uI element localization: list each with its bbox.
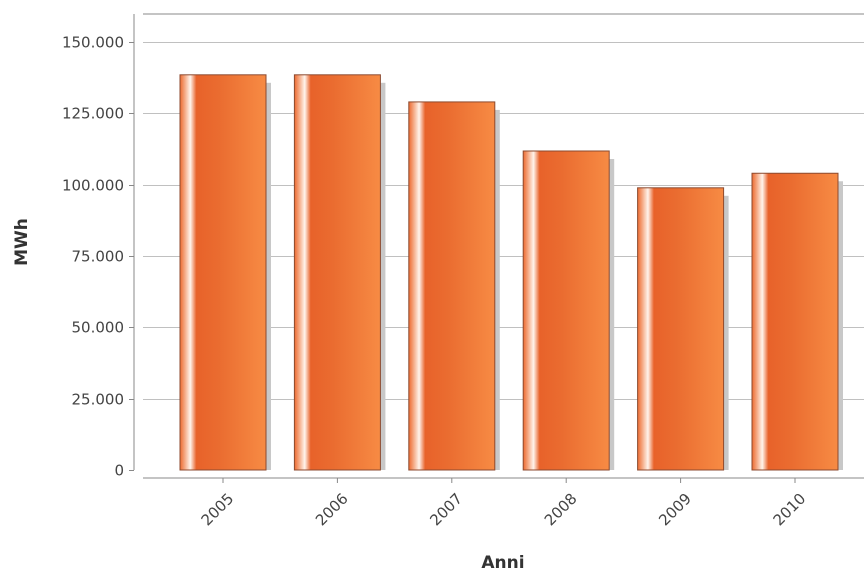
y-tick-label: 25.000 — [72, 391, 125, 409]
x-tick-label: 2005 — [198, 490, 238, 530]
x-tick-label: 2009 — [655, 490, 695, 530]
bar — [637, 187, 725, 471]
y-tick-label: 100.000 — [62, 177, 124, 195]
bars — [179, 74, 843, 471]
y-tick-label: 50.000 — [72, 319, 125, 337]
y-axis-ticks: 0 25.000 50.000 75.000 100.000 125.000 150.000 — [62, 34, 134, 480]
bar — [751, 172, 839, 471]
x-tick-label: 2010 — [770, 490, 810, 530]
bar — [408, 101, 496, 471]
x-tick-label: 2006 — [312, 490, 352, 530]
x-tick-label: 2007 — [426, 490, 466, 530]
y-tick-label: 150.000 — [62, 34, 124, 52]
bar — [179, 74, 267, 471]
y-axis-title: MWh — [12, 218, 32, 266]
x-axis-ticks: 2005 2006 2007 2008 2009 2010 — [198, 478, 810, 530]
bar — [522, 150, 610, 471]
y-tick-label: 125.000 — [62, 105, 124, 123]
bar — [293, 74, 381, 471]
x-tick-label: 2008 — [541, 490, 581, 530]
x-axis-title: Anni — [481, 553, 524, 573]
y-tick-label: 75.000 — [72, 248, 125, 266]
y-tick-label: 0 — [114, 462, 124, 480]
